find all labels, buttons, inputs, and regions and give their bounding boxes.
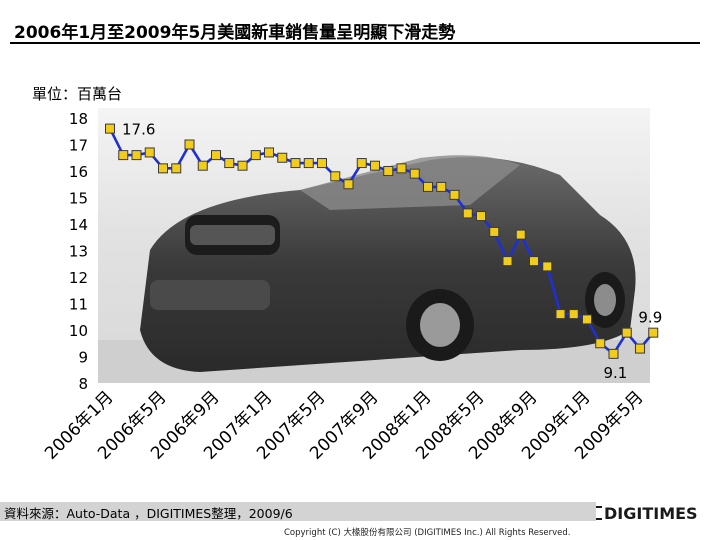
data-label: 9.9 bbox=[638, 309, 662, 327]
data-point bbox=[317, 158, 327, 169]
data-point bbox=[635, 343, 645, 354]
data-point bbox=[290, 158, 301, 169]
data-point bbox=[582, 314, 592, 325]
data-point bbox=[184, 139, 195, 150]
data-point bbox=[608, 348, 619, 359]
y-tick-label: 16 bbox=[69, 163, 88, 181]
data-point bbox=[237, 160, 248, 171]
line-chart: 8 9 10 11 12 13 14 15 16 17 18 2006年1月2006年5月2006年… bbox=[41, 108, 662, 464]
copyright-note: Copyright (C) 大椽股份有限公司 (DIGITIMES Inc.) … bbox=[284, 528, 571, 538]
background-photo bbox=[98, 108, 650, 383]
data-point bbox=[542, 261, 553, 272]
data-point bbox=[436, 181, 447, 192]
annotations-layer: 17.6 9.1 9.9 bbox=[122, 121, 662, 382]
data-point bbox=[529, 256, 539, 267]
data-point bbox=[211, 150, 221, 161]
data-point bbox=[595, 338, 606, 349]
source-note: 資料來源：Auto-Data ，DIGITIMES整理，2009/6 bbox=[4, 506, 293, 521]
footer-bar bbox=[0, 502, 596, 521]
data-point bbox=[409, 168, 420, 179]
data-point bbox=[383, 166, 394, 176]
y-tick-label: 13 bbox=[69, 243, 88, 261]
title-divider bbox=[10, 42, 700, 44]
y-tick-label: 12 bbox=[69, 269, 88, 287]
data-point bbox=[648, 327, 659, 338]
page-title: 2006年1月至2009年5月美國新車銷售量呈明顯下滑走勢 bbox=[14, 23, 456, 43]
data-point bbox=[356, 158, 367, 169]
data-point bbox=[489, 226, 500, 237]
data-point bbox=[171, 163, 182, 174]
data-point bbox=[343, 179, 354, 190]
y-tick-label: 8 bbox=[78, 375, 88, 393]
data-point bbox=[423, 181, 433, 192]
y-tick-label: 14 bbox=[69, 216, 88, 234]
data-point bbox=[476, 211, 486, 222]
y-tick-label: 15 bbox=[69, 190, 88, 208]
data-point bbox=[277, 152, 288, 163]
data-point bbox=[250, 150, 261, 161]
data-point bbox=[555, 309, 566, 320]
x-axis: 2006年1月2006年5月2006年9月2007年1月2007年5月2007年… bbox=[41, 387, 647, 463]
data-point bbox=[462, 208, 473, 219]
data-point bbox=[118, 150, 129, 161]
series-layer bbox=[105, 123, 659, 359]
data-point bbox=[105, 123, 115, 134]
data-point bbox=[330, 171, 341, 182]
data-label: 9.1 bbox=[604, 364, 628, 382]
data-point bbox=[224, 158, 235, 169]
data-label: 17.6 bbox=[122, 121, 155, 139]
data-point bbox=[131, 150, 142, 161]
data-point bbox=[264, 147, 274, 158]
data-point bbox=[396, 163, 407, 174]
data-point bbox=[144, 147, 155, 158]
y-axis: 8 9 10 11 12 13 14 15 16 17 18 bbox=[69, 110, 88, 393]
y-tick-label: 10 bbox=[69, 322, 88, 340]
data-point bbox=[303, 158, 314, 169]
logo-text: DIGITIMES bbox=[604, 504, 698, 523]
data-point bbox=[158, 163, 168, 174]
y-tick-label: 9 bbox=[78, 349, 88, 367]
y-tick-label: 18 bbox=[69, 110, 88, 128]
data-point bbox=[370, 160, 380, 171]
data-point bbox=[449, 189, 460, 200]
data-point bbox=[502, 256, 513, 267]
digitimes-logo: DIGITIMES bbox=[596, 504, 698, 523]
data-point bbox=[515, 229, 526, 240]
y-tick-label: 17 bbox=[69, 137, 88, 155]
logo-mark-icon bbox=[596, 506, 602, 520]
data-point bbox=[568, 309, 579, 320]
data-point bbox=[621, 327, 632, 338]
unit-label: 單位：百萬台 bbox=[32, 85, 123, 103]
data-point bbox=[197, 160, 208, 171]
y-tick-label: 11 bbox=[69, 296, 88, 314]
